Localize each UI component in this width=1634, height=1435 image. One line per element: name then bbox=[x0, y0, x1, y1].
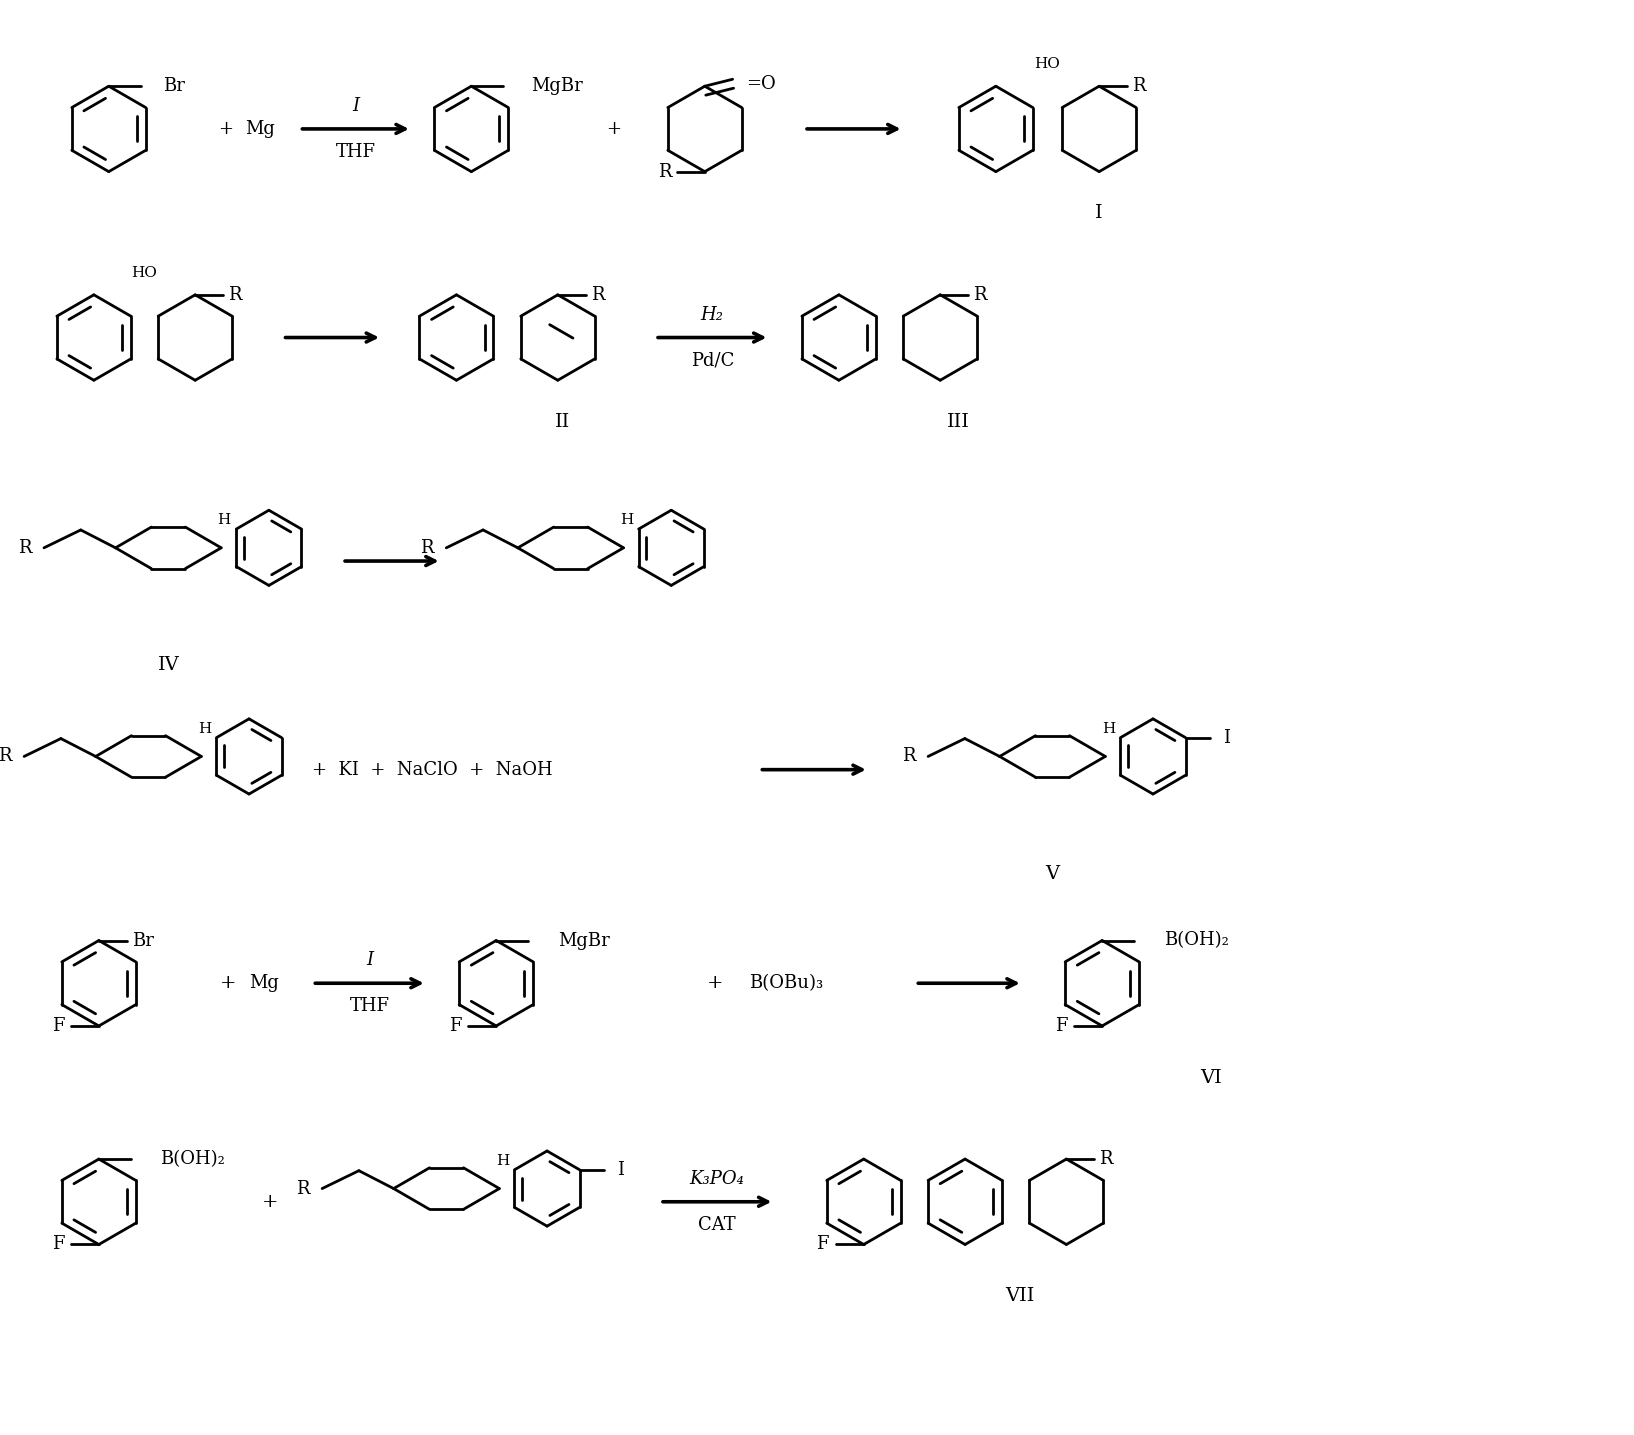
Text: +: + bbox=[219, 121, 234, 138]
Text: H₂: H₂ bbox=[701, 306, 724, 324]
Text: B(OBu)₃: B(OBu)₃ bbox=[748, 974, 824, 992]
Text: Mg: Mg bbox=[248, 974, 279, 992]
Text: K₃PO₄: K₃PO₄ bbox=[690, 1170, 745, 1188]
Text: THF: THF bbox=[350, 997, 389, 1015]
Text: CAT: CAT bbox=[698, 1215, 735, 1234]
Text: R: R bbox=[590, 286, 605, 304]
Text: F: F bbox=[449, 1017, 461, 1035]
Text: I: I bbox=[618, 1161, 624, 1178]
Text: MgBr: MgBr bbox=[531, 77, 583, 95]
Text: R: R bbox=[420, 538, 433, 557]
Text: H: H bbox=[619, 514, 632, 527]
Text: HO: HO bbox=[1034, 57, 1060, 72]
Text: MgBr: MgBr bbox=[557, 931, 609, 950]
Text: R: R bbox=[972, 286, 987, 304]
Text: R: R bbox=[1132, 77, 1145, 95]
Text: Br: Br bbox=[132, 931, 154, 950]
Text: B(OH)₂: B(OH)₂ bbox=[1163, 931, 1229, 950]
Text: R: R bbox=[0, 748, 11, 765]
Text: H: H bbox=[217, 514, 230, 527]
Text: R: R bbox=[659, 162, 672, 181]
Text: I: I bbox=[366, 951, 373, 969]
Text: H: H bbox=[198, 722, 211, 736]
Text: F: F bbox=[52, 1236, 64, 1254]
Text: THF: THF bbox=[335, 144, 376, 161]
Text: Br: Br bbox=[163, 77, 185, 95]
Text: II: II bbox=[556, 413, 570, 430]
Text: +: + bbox=[706, 974, 722, 992]
Text: H: H bbox=[495, 1154, 508, 1168]
Text: R: R bbox=[18, 538, 31, 557]
Text: H: H bbox=[1101, 722, 1114, 736]
Text: III: III bbox=[946, 413, 969, 430]
Text: R: R bbox=[1100, 1149, 1113, 1168]
Text: +: + bbox=[606, 121, 621, 138]
Text: B(OH)₂: B(OH)₂ bbox=[160, 1149, 225, 1168]
Text: I: I bbox=[1224, 729, 1230, 746]
Text: HO: HO bbox=[132, 265, 157, 280]
Text: +  KI  +  NaClO  +  NaOH: + KI + NaClO + NaOH bbox=[312, 761, 552, 779]
Text: I: I bbox=[1095, 204, 1103, 222]
Text: R: R bbox=[902, 748, 915, 765]
Text: +: + bbox=[261, 1192, 278, 1211]
Text: F: F bbox=[817, 1236, 828, 1254]
Text: V: V bbox=[1046, 865, 1059, 883]
Text: R: R bbox=[229, 286, 242, 304]
Text: F: F bbox=[52, 1017, 64, 1035]
Text: +: + bbox=[219, 974, 237, 992]
Text: F: F bbox=[1056, 1017, 1067, 1035]
Text: Mg: Mg bbox=[245, 121, 275, 138]
Text: =O: =O bbox=[747, 75, 776, 93]
Text: VII: VII bbox=[1005, 1287, 1034, 1306]
Text: I: I bbox=[351, 98, 359, 115]
Text: IV: IV bbox=[157, 656, 180, 674]
Text: Pd/C: Pd/C bbox=[691, 352, 734, 369]
Text: R: R bbox=[296, 1180, 309, 1198]
Text: VI: VI bbox=[1201, 1069, 1222, 1086]
